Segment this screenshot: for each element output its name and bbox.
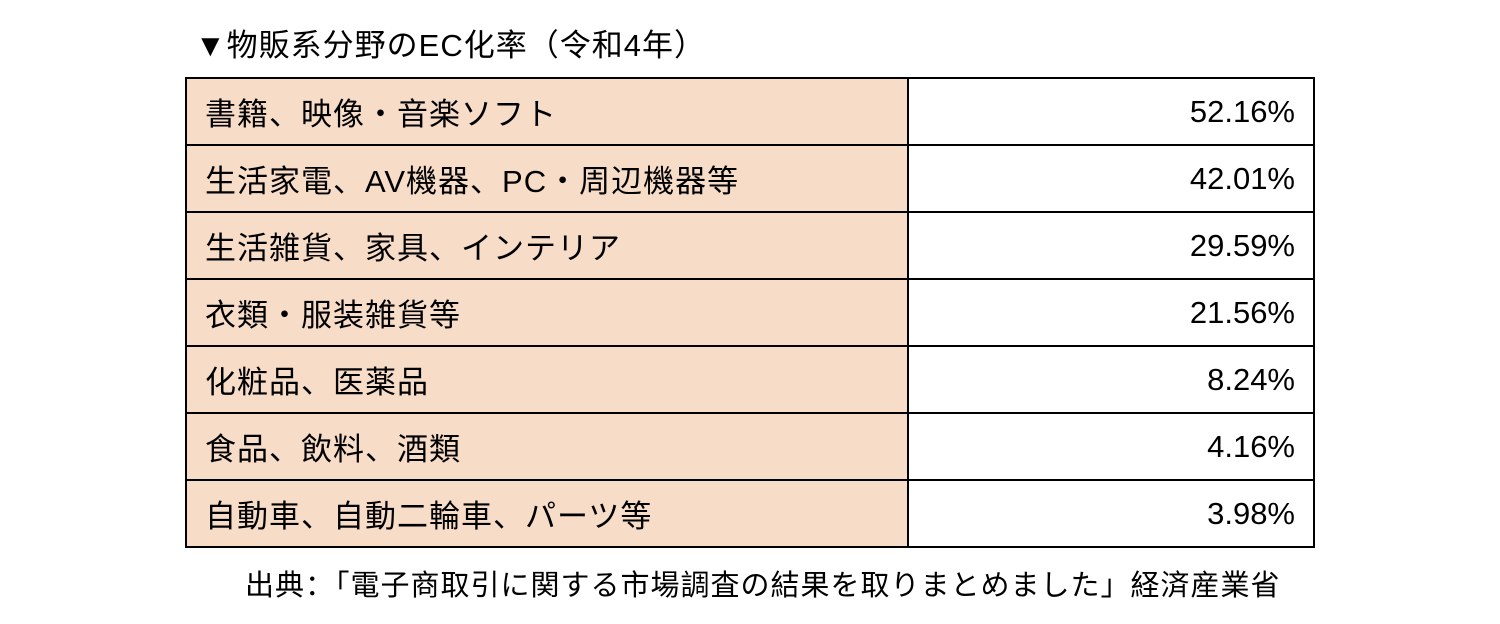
value-cell: 21.56% xyxy=(908,279,1314,346)
table-row: 化粧品、医薬品 8.24% xyxy=(186,346,1314,413)
table-row: 生活雑貨、家具、インテリア 29.59% xyxy=(186,212,1314,279)
category-cell: 食品、飲料、酒類 xyxy=(186,413,908,480)
value-cell: 42.01% xyxy=(908,145,1314,212)
value-cell: 29.59% xyxy=(908,212,1314,279)
table-row: 衣類・服装雑貨等 21.56% xyxy=(186,279,1314,346)
value-cell: 8.24% xyxy=(908,346,1314,413)
value-cell: 52.16% xyxy=(908,78,1314,145)
category-cell: 自動車、自動二輪車、パーツ等 xyxy=(186,480,908,547)
category-cell: 化粧品、医薬品 xyxy=(186,346,908,413)
category-cell: 書籍、映像・音楽ソフト xyxy=(186,78,908,145)
category-cell: 衣類・服装雑貨等 xyxy=(186,279,908,346)
table-container: ▼物販系分野のEC化率（令和4年） 書籍、映像・音楽ソフト 52.16% 生活家… xyxy=(185,20,1315,604)
value-cell: 4.16% xyxy=(908,413,1314,480)
category-cell: 生活雑貨、家具、インテリア xyxy=(186,212,908,279)
table-row: 食品、飲料、酒類 4.16% xyxy=(186,413,1314,480)
table-row: 自動車、自動二輪車、パーツ等 3.98% xyxy=(186,480,1314,547)
table-row: 書籍、映像・音楽ソフト 52.16% xyxy=(186,78,1314,145)
table-title: ▼物販系分野のEC化率（令和4年） xyxy=(185,20,1315,65)
category-cell: 生活家電、AV機器、PC・周辺機器等 xyxy=(186,145,908,212)
table-footnote: 出典：「電子商取引に関する市場調査の結果を取りまとめました」経済産業省 xyxy=(185,562,1315,604)
ec-rate-table: 書籍、映像・音楽ソフト 52.16% 生活家電、AV機器、PC・周辺機器等 42… xyxy=(185,77,1315,548)
table-row: 生活家電、AV機器、PC・周辺機器等 42.01% xyxy=(186,145,1314,212)
value-cell: 3.98% xyxy=(908,480,1314,547)
